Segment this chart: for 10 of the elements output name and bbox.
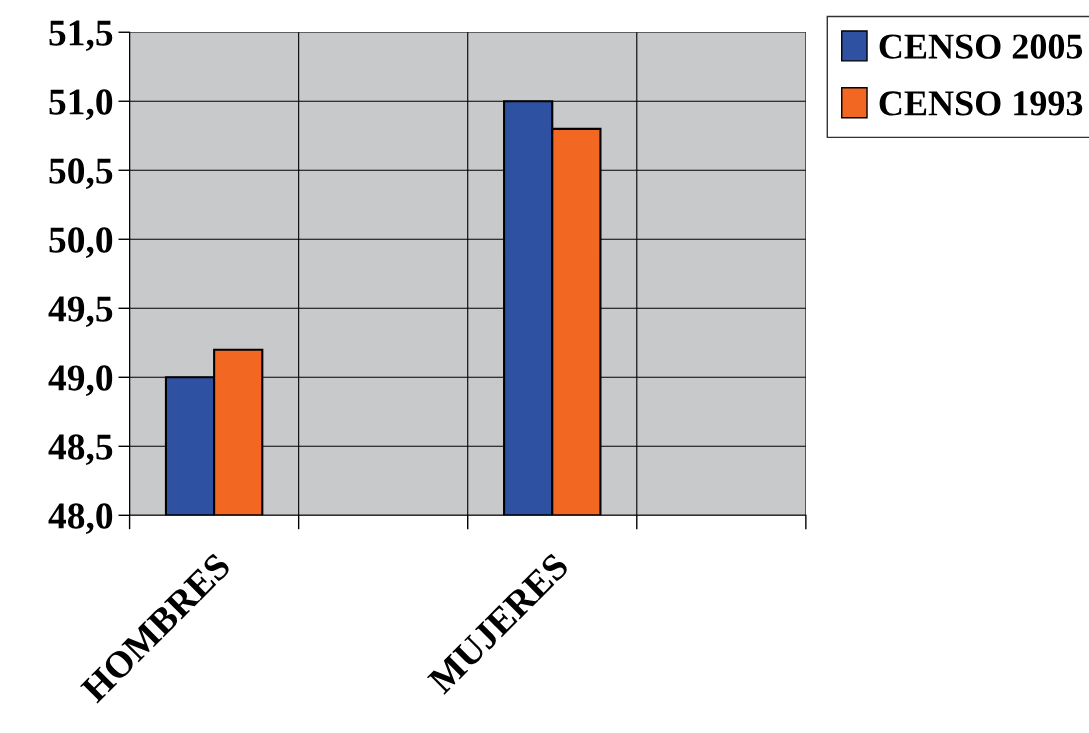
y-tick-label: 51,0 — [49, 89, 113, 121]
y-tick-label: 51,5 — [49, 20, 113, 52]
y-tick-label: 48,0 — [48, 503, 113, 535]
y-tick-label: 50,5 — [49, 158, 113, 190]
legend-label: CENSO 2005 — [879, 34, 1083, 59]
y-tick-label: 49,5 — [48, 296, 113, 328]
legend-label: CENSO 1993 — [879, 91, 1083, 116]
y-tick-label: 48,5 — [48, 434, 113, 466]
y-tick-label: 50,0 — [49, 227, 113, 259]
y-tick-label: 49,0 — [48, 365, 113, 397]
